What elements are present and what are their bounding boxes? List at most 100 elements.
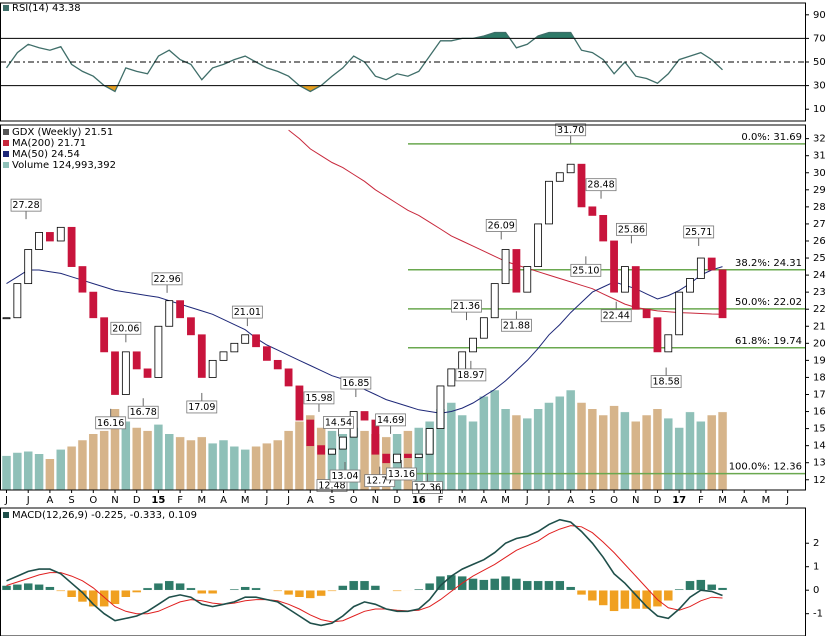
candle [393,453,401,464]
volume-bar [414,427,424,490]
histogram-bar [131,589,142,593]
histogram-bar [316,589,326,597]
rsi-overbought-fill [6,32,723,39]
candle [621,266,629,293]
candle [197,334,206,378]
volume-bar [164,433,174,490]
annotation-label: 15.98 [305,393,332,404]
y-tick-label: 50 [813,57,826,68]
fib-label: 61.8%: 19.74 [735,336,802,347]
annotation-box [186,400,218,414]
candle [187,317,195,336]
candle [317,445,326,455]
x-tick-label: 16 [412,495,426,506]
volume-bar [565,389,576,490]
fib-label: 50.0%: 22.02 [735,297,802,308]
annotation-box [451,299,482,313]
volume-bar [1,455,12,490]
histogram-bar [142,587,153,591]
y-tick-label: 31 [813,151,826,162]
candle [631,266,640,310]
x-tick-label: 15 [151,495,165,506]
volume-bar [685,411,695,490]
annotation-box [127,405,159,419]
y-tick-label: 17 [813,389,826,400]
y-tick-label: 14 [813,441,826,452]
volume-bar [479,396,489,490]
candle [479,317,488,339]
x-tick-label: J [525,495,529,506]
y-tick-label: 20 [813,338,826,349]
macd-plot [1,518,728,627]
candle [555,172,564,182]
volume-bar [403,430,413,490]
volume-bar [218,439,229,490]
annotation-box [683,225,715,239]
y-tick-label: 15 [813,424,826,435]
candle [121,351,130,395]
histogram-bar [479,579,489,591]
histogram-bar [620,589,630,610]
histogram-bar [435,575,446,591]
volume-bar [131,427,142,490]
histogram-bar [696,579,706,591]
y-tick-label: 24 [813,270,826,281]
volume-bar [620,411,630,490]
candle [360,411,369,421]
annotation-label: 16.85 [342,378,369,389]
histogram-bar [500,575,511,591]
candle [447,368,456,387]
x-tick-label: A [567,495,574,506]
annotation-label: 25.10 [572,265,599,276]
volume-bar [663,417,674,490]
x-tick-label: J [286,495,290,506]
histogram-bar [555,580,565,591]
annotation-box [616,222,647,236]
annotation-label: 12.48 [318,481,345,492]
candle [534,223,543,267]
x-tick-label: 17 [672,495,686,506]
histogram-bar [1,585,12,591]
candle [610,240,618,293]
histogram-bar [348,580,359,591]
candle [696,257,705,279]
histogram-bar [674,588,684,591]
volume-bar [77,439,88,490]
x-tick-label: N [111,495,118,506]
y-tick-label: 0 [813,585,819,596]
candle [176,300,184,319]
volume-bar [327,430,337,490]
legend-icon [3,5,9,11]
y-tick-label: 21 [813,321,826,332]
annotation-box [375,413,406,427]
histogram-bar [338,585,348,591]
candle [718,269,727,319]
y-tick-label: 28 [813,202,826,213]
histogram-bar [706,584,717,591]
annotation-box [501,318,532,332]
annotation-label: 28.48 [587,180,614,191]
volume-bar [12,452,23,490]
annotation-label: 13.16 [388,469,415,480]
volume-bar [598,414,608,490]
y-tick-label: 29 [813,185,826,196]
volume-bar [186,439,196,490]
annotation-label: 21.01 [234,307,261,318]
histogram-bar [197,589,207,594]
y-tick-label: -1 [813,609,823,620]
candle [252,334,260,348]
annotation-box [650,375,682,388]
volume-bar [587,408,598,490]
candle [566,163,575,174]
candle [707,257,716,271]
x-tick-label: F [177,495,183,506]
histogram-bar [424,582,435,591]
histogram-bar [294,589,305,598]
annotation-label: 16.16 [97,418,124,429]
histogram-bar [164,580,174,591]
x-tick-label: A [307,495,314,506]
candle [24,249,33,285]
histogram-bar [685,580,695,591]
